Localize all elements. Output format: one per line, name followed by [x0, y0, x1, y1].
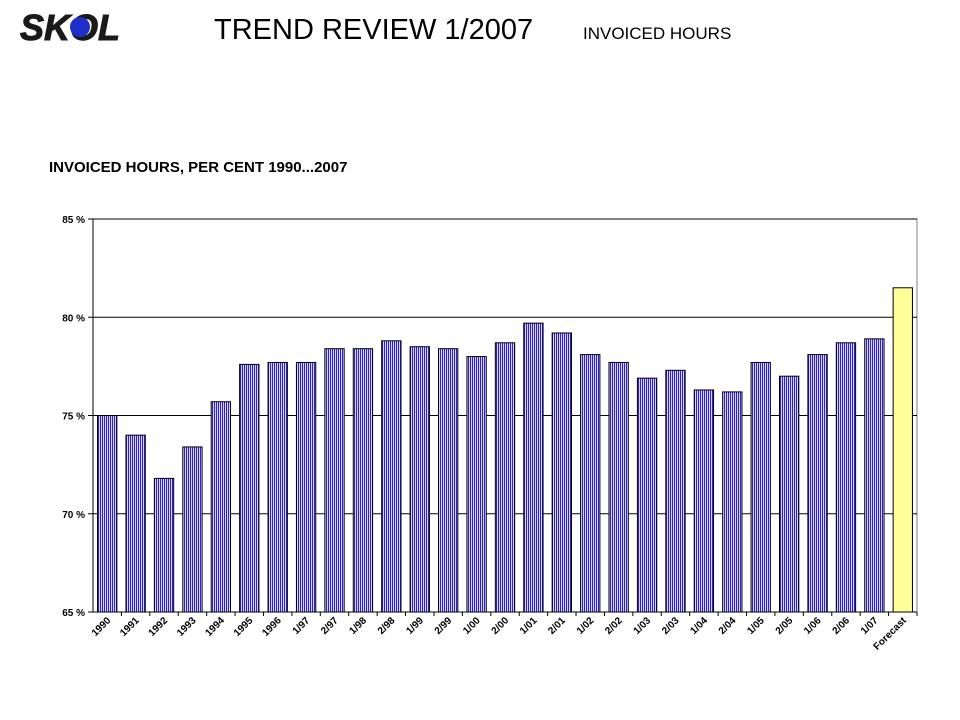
chart-title: INVOICED HOURS, PER CENT 1990...2007	[49, 159, 348, 176]
bar-1-03	[636, 377, 658, 613]
x-tick-label: 2/05	[774, 615, 796, 637]
bar-2-01	[551, 332, 572, 613]
x-tick-label: 1990	[90, 615, 114, 639]
bar-1-06	[807, 354, 828, 613]
x-tick-label: 1/05	[745, 615, 767, 637]
x-tick-label: 1/07	[859, 615, 881, 637]
bar-2-99	[438, 348, 459, 613]
bar-1-99	[409, 346, 430, 613]
page-subtitle: INVOICED HOURS	[583, 24, 732, 43]
x-tick-label: 2/99	[433, 615, 455, 637]
bar-1994	[210, 401, 232, 613]
bar-1-01	[523, 322, 544, 613]
bar-1993	[182, 446, 203, 613]
bar-1-07	[864, 338, 885, 613]
bar-2-06	[835, 342, 857, 613]
x-tick-label: 2/01	[546, 615, 568, 637]
x-tick-label: 1996	[260, 615, 284, 639]
bar-forecast	[892, 287, 913, 613]
y-tick-label: 65 %	[62, 608, 85, 619]
bars	[97, 287, 913, 613]
logo-dot	[70, 17, 90, 37]
x-tick-label: 1/03	[632, 615, 654, 637]
y-tick-label: 80 %	[62, 313, 85, 324]
bar-1995	[239, 363, 260, 613]
bar-1-02	[580, 354, 601, 613]
bar-1990	[97, 415, 118, 613]
bar-1992	[153, 477, 175, 613]
y-axis: 65 % 70 % 75 % 80 % 85 %	[62, 215, 94, 619]
x-tick-label: 2/06	[831, 615, 853, 637]
x-tick-label: 1/99	[404, 615, 426, 637]
x-tick-label: 2/98	[376, 615, 398, 637]
x-tick-label: 2/97	[319, 615, 341, 637]
page-title: TREND REVIEW 1/2007	[214, 14, 534, 46]
bar-1-05	[750, 361, 771, 613]
bar-1-04	[693, 389, 715, 613]
x-axis: 1990 1991 1992 1993 1994 1995 1996 1/97 2/97 1/98…	[90, 611, 918, 653]
x-tick-label: 1993	[175, 615, 199, 639]
bar-2-02	[608, 361, 629, 613]
bar-1-00	[466, 356, 487, 613]
x-tick-label: 1/97	[291, 615, 313, 637]
bar-2-03	[665, 369, 686, 613]
x-tick-label: 1992	[147, 615, 171, 639]
bar-1-98	[352, 348, 374, 613]
bar-2-05	[778, 375, 800, 613]
x-tick-label: 2/04	[717, 615, 739, 637]
x-tick-label: 1/01	[518, 615, 540, 637]
x-tick-label: 1/04	[688, 615, 710, 637]
bar-2-00	[494, 342, 516, 613]
x-tick-label: 2/00	[490, 615, 512, 637]
y-tick-label: 85 %	[62, 215, 85, 226]
x-tick-label: 1/00	[461, 615, 483, 637]
skol-logo: SKOL	[20, 7, 121, 47]
logo-letters: SKOL	[20, 7, 120, 46]
bar-1-97	[295, 361, 317, 613]
x-tick-label: 2/02	[603, 615, 625, 637]
x-tick-label: 1994	[203, 615, 227, 639]
x-tick-label: 2/03	[660, 615, 682, 637]
y-tick-label: 70 %	[62, 510, 85, 521]
x-tick-label: 1991	[118, 615, 142, 639]
x-tick-label: 1/98	[348, 615, 370, 637]
y-tick-label: 75 %	[62, 412, 85, 423]
bar-1991	[125, 434, 146, 613]
bar-1996	[267, 361, 288, 613]
bar-2-97	[324, 348, 345, 613]
bar-2-04	[722, 391, 743, 613]
x-tick-label: 1/02	[575, 615, 597, 637]
bar-2-98	[381, 340, 402, 613]
x-tick-label: 1995	[232, 615, 256, 639]
x-tick-label: 1/06	[802, 615, 824, 637]
